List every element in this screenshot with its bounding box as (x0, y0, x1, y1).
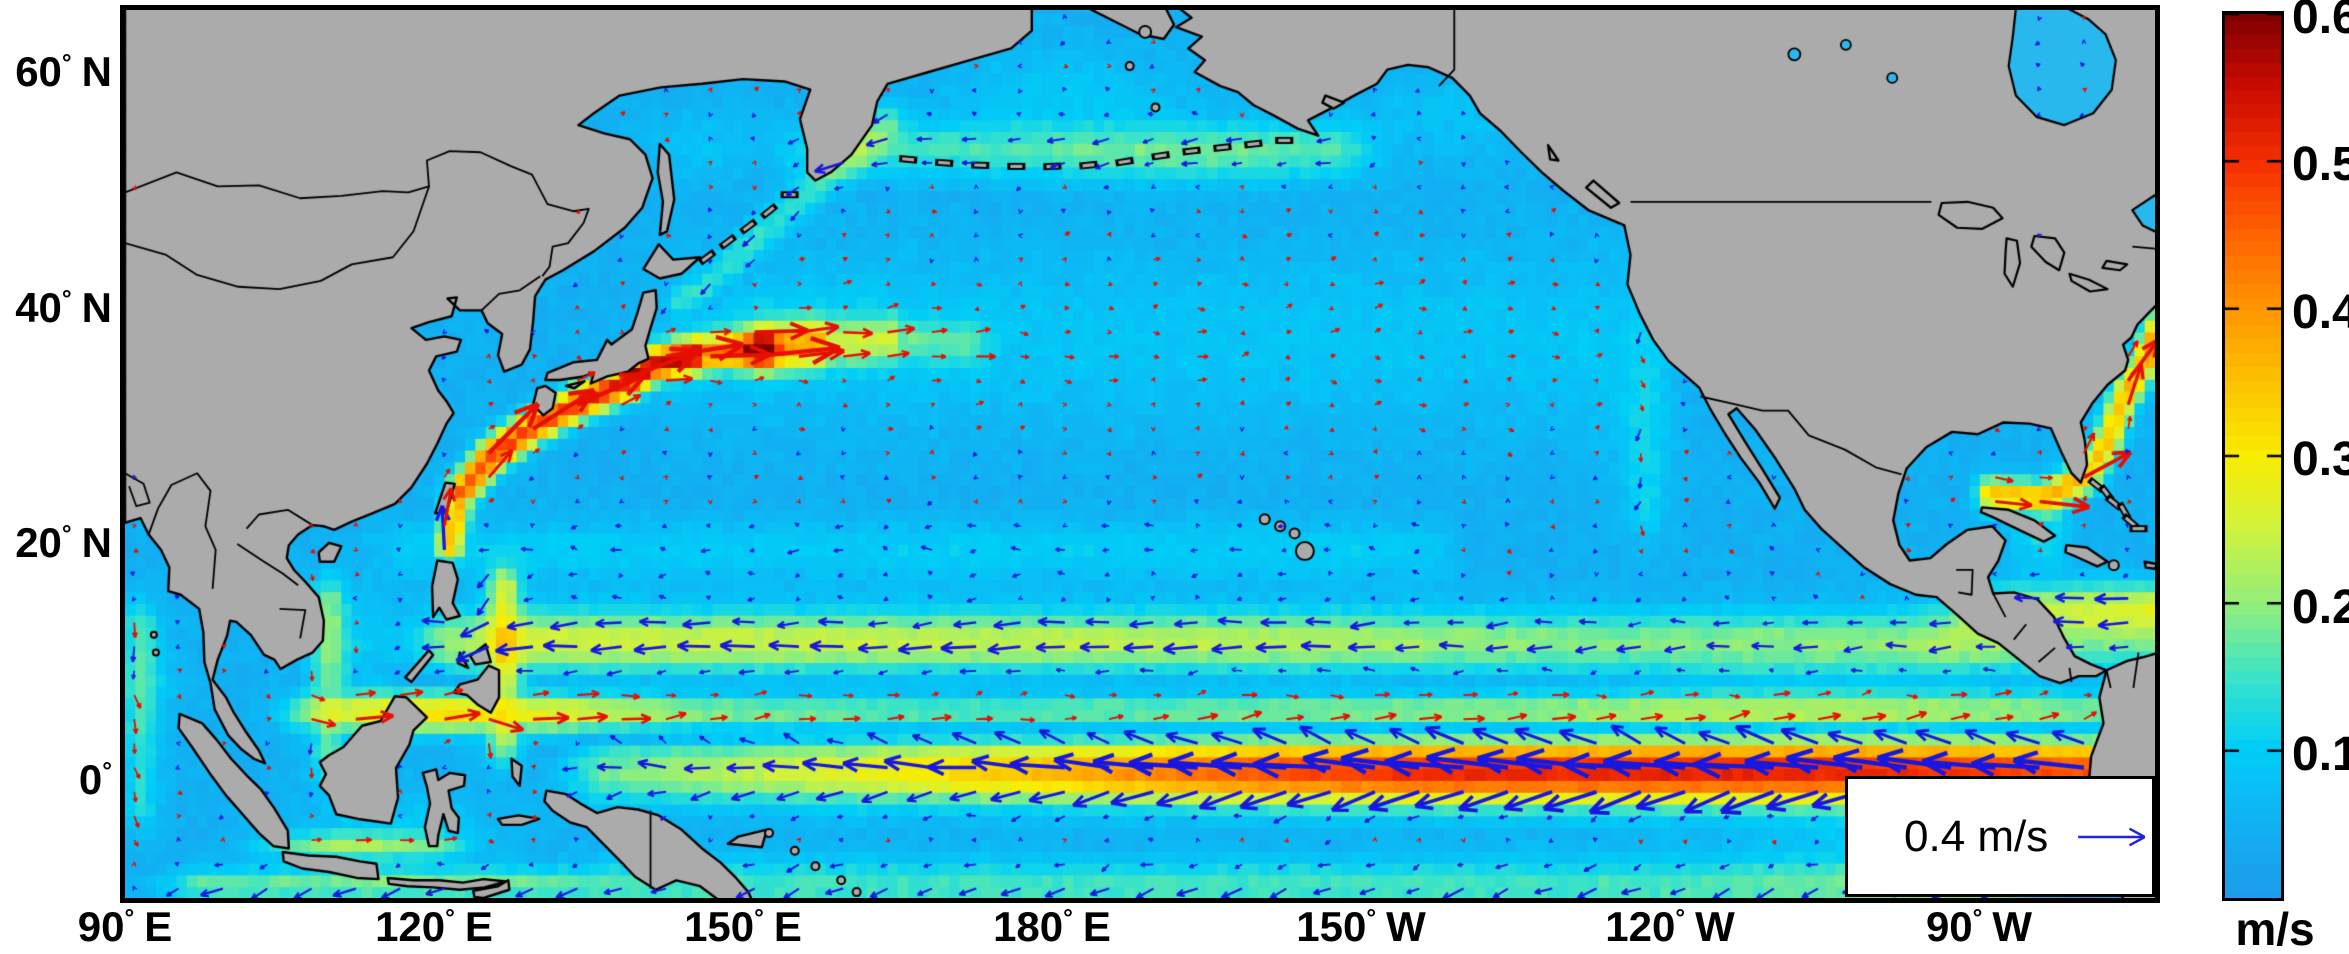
colorbar-tick-0_6: 0.6 (2292, 0, 2349, 44)
x-tick-120w: 120° W (1605, 903, 1735, 950)
colorbar-tick-0_3: 0.3 (2292, 433, 2349, 486)
x-tick-150w: 150° W (1296, 903, 1426, 950)
x-tick-90e: 90° E (77, 903, 173, 950)
x-tick-150e: 150° E (684, 903, 802, 950)
colorbar-gradient-canvas (2225, 14, 2281, 898)
x-tick-180e: 180° E (993, 903, 1111, 950)
colorbar-unit-label: m/s (2235, 903, 2315, 954)
y-tick-0: 0° (78, 756, 112, 803)
colorbar-tick-0_5: 0.5 (2292, 138, 2349, 191)
colorbar-tick-0_4: 0.4 (2292, 286, 2349, 339)
y-tick-60n: 60° N (15, 48, 112, 95)
y-tick-20n: 20° N (15, 519, 112, 566)
quiver-key-label: 0.4 m/s (1904, 811, 2049, 861)
y-tick-40n: 40° N (15, 284, 112, 331)
map-plot-area (120, 5, 2160, 903)
colorbar (2222, 11, 2284, 901)
colorbar-tick-0_1: 0.1 (2292, 728, 2349, 781)
ocean-current-map-canvas (125, 10, 2155, 898)
x-tick-90w: 90° W (1925, 903, 2033, 950)
reference-arrow-icon (2078, 827, 2146, 846)
x-tick-120e: 120° E (375, 903, 493, 950)
colorbar-tick-0_2: 0.2 (2292, 581, 2349, 634)
quiver-key-box: 0.4 m/s (1845, 776, 2155, 897)
